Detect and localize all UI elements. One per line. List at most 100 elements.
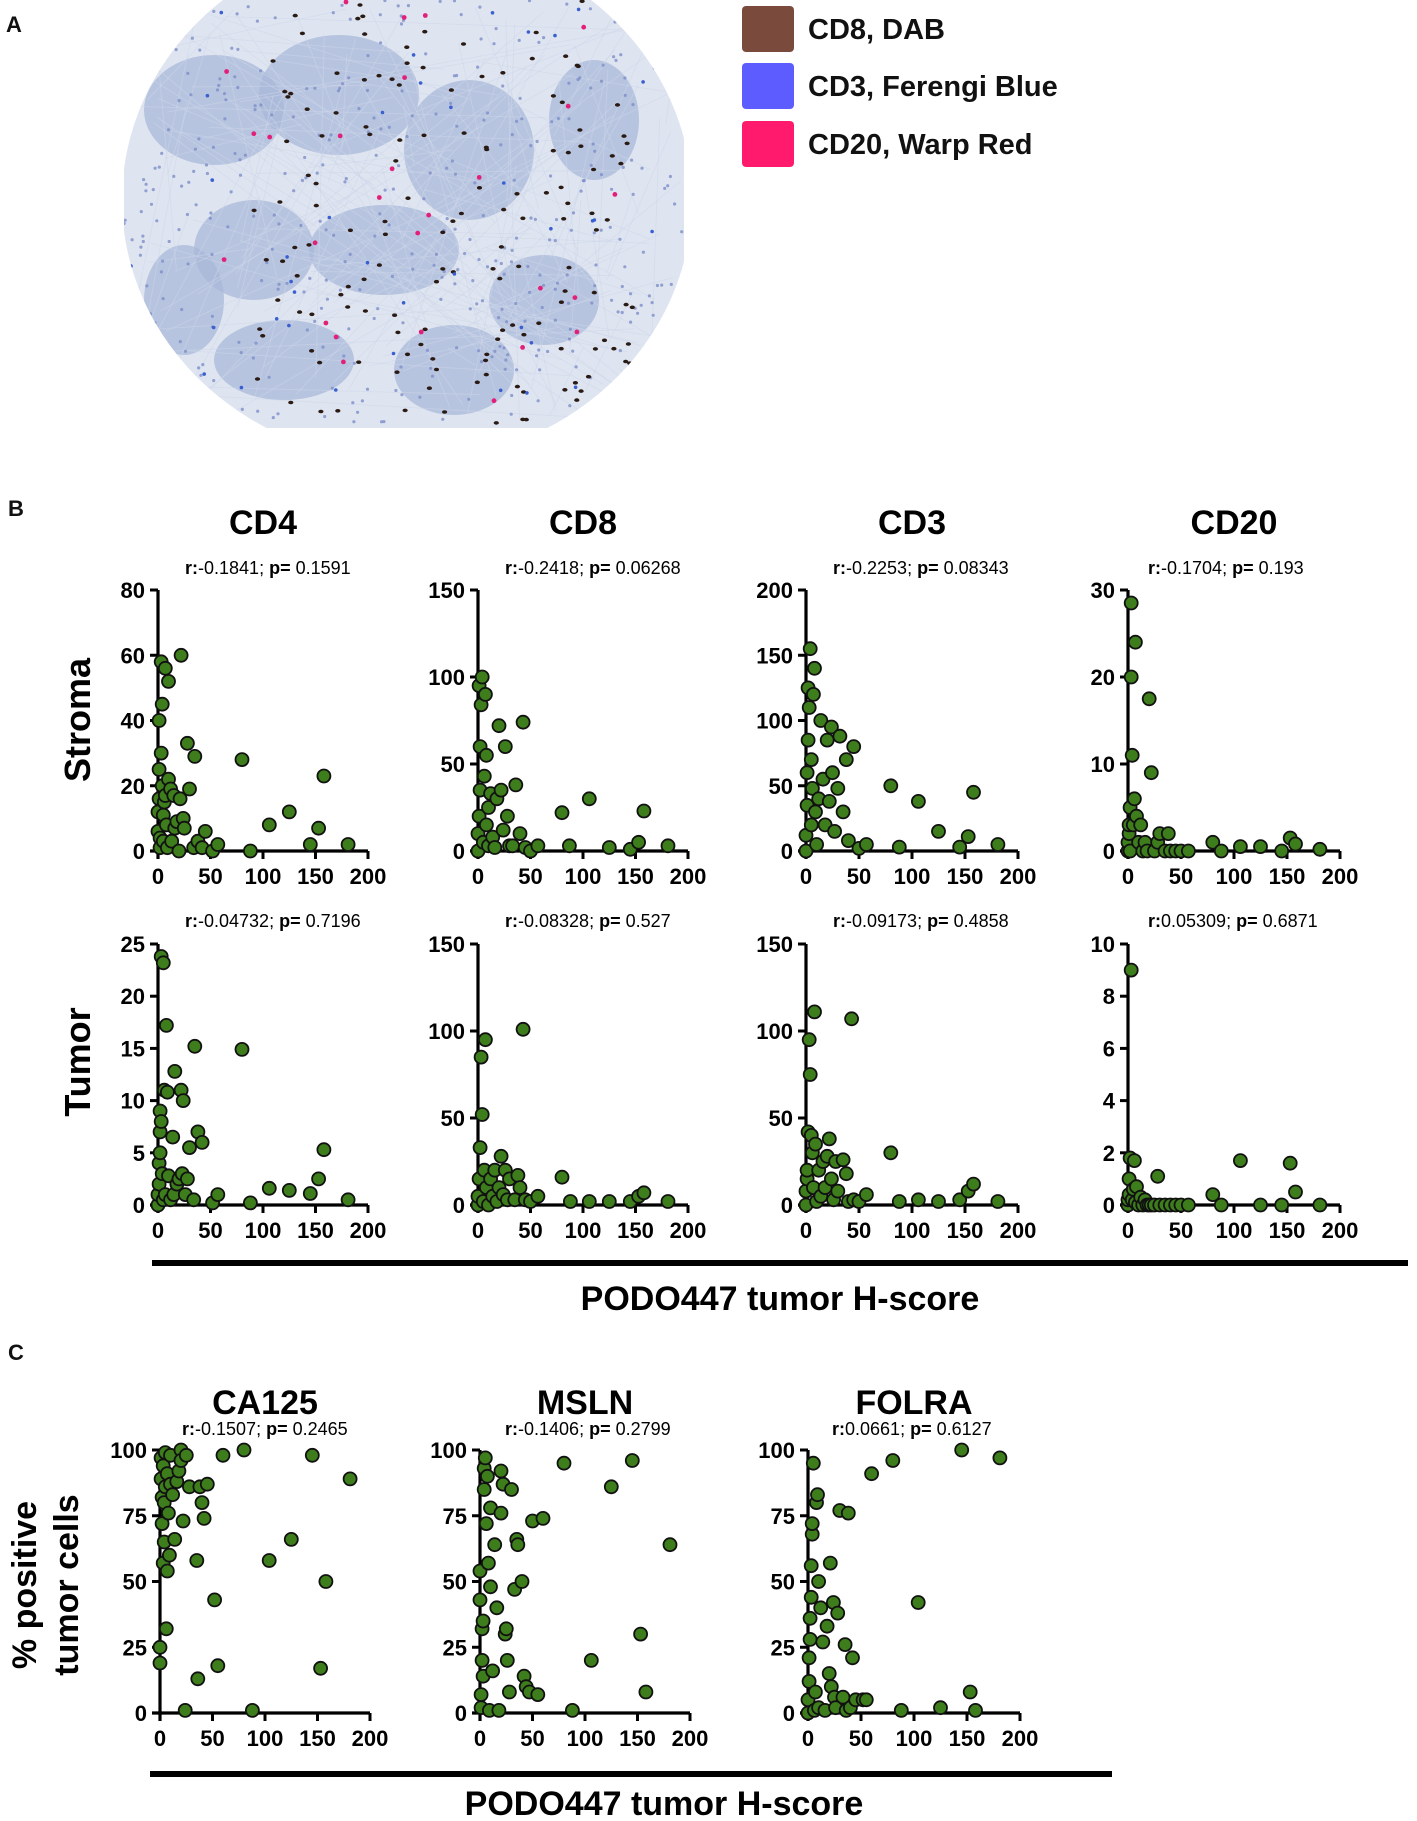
cd8-positive-cell [520, 216, 526, 221]
cd8-positive-cell [376, 263, 382, 267]
tissue-nucleus [510, 133, 514, 137]
tissue-fiber [318, 173, 403, 213]
tissue-fiber [144, 57, 530, 385]
cd8-positive-cell [558, 300, 564, 305]
tissue-fiber [382, 277, 674, 357]
data-point [562, 838, 577, 854]
cd8-positive-cell [257, 327, 263, 331]
scatter-plot-tumor-cd4: 0 5 10 15 20 25 0 50 100 150 200 r:-0.04732; p= 0.7… [121, 911, 387, 1243]
data-point [603, 1479, 619, 1495]
cd8-positive-cell [604, 218, 610, 222]
tissue-nucleus [442, 269, 446, 274]
stats-label: p= [269, 558, 291, 578]
data-point [472, 1592, 488, 1608]
y-tick-label: 20 [1091, 665, 1115, 690]
data-point [493, 1463, 509, 1479]
tissue-nucleus [338, 86, 342, 90]
tissue-fiber [220, 90, 513, 385]
data-point [1205, 834, 1221, 850]
data-point [581, 1194, 597, 1209]
tissue-fiber [291, 10, 545, 233]
tissue-nucleus [343, 260, 347, 264]
tissue-nucleus [520, 117, 524, 121]
tissue-nucleus [502, 346, 506, 350]
stats-annotation: r:-0.2253; p= 0.08343 [833, 558, 1009, 578]
data-point [1143, 765, 1159, 781]
data-point [801, 700, 817, 715]
x-tick-label: 50 [849, 1726, 873, 1751]
data-point [966, 1176, 981, 1192]
data-point [485, 1663, 501, 1679]
tissue-nucleus [553, 318, 557, 322]
cd20-positive-cell [343, 0, 349, 5]
stats-p-value: 0.1591 [291, 558, 351, 578]
tissue-nucleus [343, 180, 347, 184]
data-point [478, 817, 494, 833]
data-point [318, 1574, 334, 1589]
data-point [187, 1038, 203, 1054]
tissue-nucleus [212, 379, 216, 383]
data-point [636, 1185, 652, 1201]
tissue-nucleus [327, 138, 331, 142]
tissue-nucleus [650, 301, 654, 305]
tissue-nucleus [237, 340, 241, 344]
tissue-nucleus [332, 233, 336, 237]
data-point [1124, 747, 1140, 763]
tissue-fiber [309, 149, 453, 169]
tissue-nucleus [620, 284, 624, 289]
tissue-fiber [403, 104, 415, 165]
tissue-fiber [520, 315, 659, 338]
data-point [1253, 1197, 1268, 1213]
tissue-fiber [473, 131, 551, 324]
stats-label: ; [907, 558, 917, 578]
tissue-fiber [175, 195, 351, 272]
tissue-fiber [549, 347, 584, 416]
data-point [806, 687, 821, 702]
y-tick-label: 50 [441, 1106, 465, 1131]
cd8-positive-cell [493, 421, 499, 425]
data-point [210, 1658, 226, 1674]
tissue-nucleus [490, 355, 494, 359]
data-point [210, 837, 226, 852]
data-point [830, 1183, 846, 1199]
tissue-nucleus [455, 346, 459, 350]
cd20-positive-cell [491, 398, 497, 404]
tissue-fiber [574, 44, 640, 215]
cd8-positive-cell [440, 230, 446, 235]
y-tick-label: 80 [121, 578, 145, 603]
tissue-nucleus [527, 0, 532, 3]
cd8-positive-cell [483, 145, 489, 150]
tissue-nucleus [217, 83, 221, 88]
tissue-nucleus [233, 151, 237, 156]
tissue-nucleus [445, 166, 449, 170]
tissue-nucleus [178, 340, 182, 344]
data-point [499, 1653, 515, 1668]
tissue-nucleus [477, 257, 481, 262]
cd8-positive-cell [483, 358, 489, 363]
cd3-positive-cell [391, 351, 396, 356]
data-point [510, 1537, 526, 1553]
x-tick-label: 100 [247, 1726, 284, 1751]
tissue-fiber [428, 165, 487, 186]
data-point [261, 1553, 277, 1568]
data-point [151, 762, 167, 777]
tissue-fiber [359, 82, 439, 219]
tissue-nucleus [455, 73, 459, 78]
data-point [508, 777, 524, 793]
data-point [487, 1537, 503, 1553]
tissue-nucleus [387, 223, 391, 227]
x-tick-label: 100 [1216, 864, 1253, 889]
data-point [477, 1450, 493, 1466]
cd8-positive-cell [356, 360, 362, 365]
stats-r-value: -0.2418 [518, 558, 579, 578]
data-point [1181, 1197, 1196, 1213]
data-point [481, 800, 496, 815]
cd8-positive-cell [251, 208, 257, 213]
tissue-nucleus [236, 85, 240, 90]
plot-title: CA125 [212, 1384, 318, 1422]
tissue-nucleus [283, 171, 287, 176]
tissue-nucleus [374, 153, 378, 157]
tissue-nucleus [379, 127, 383, 131]
